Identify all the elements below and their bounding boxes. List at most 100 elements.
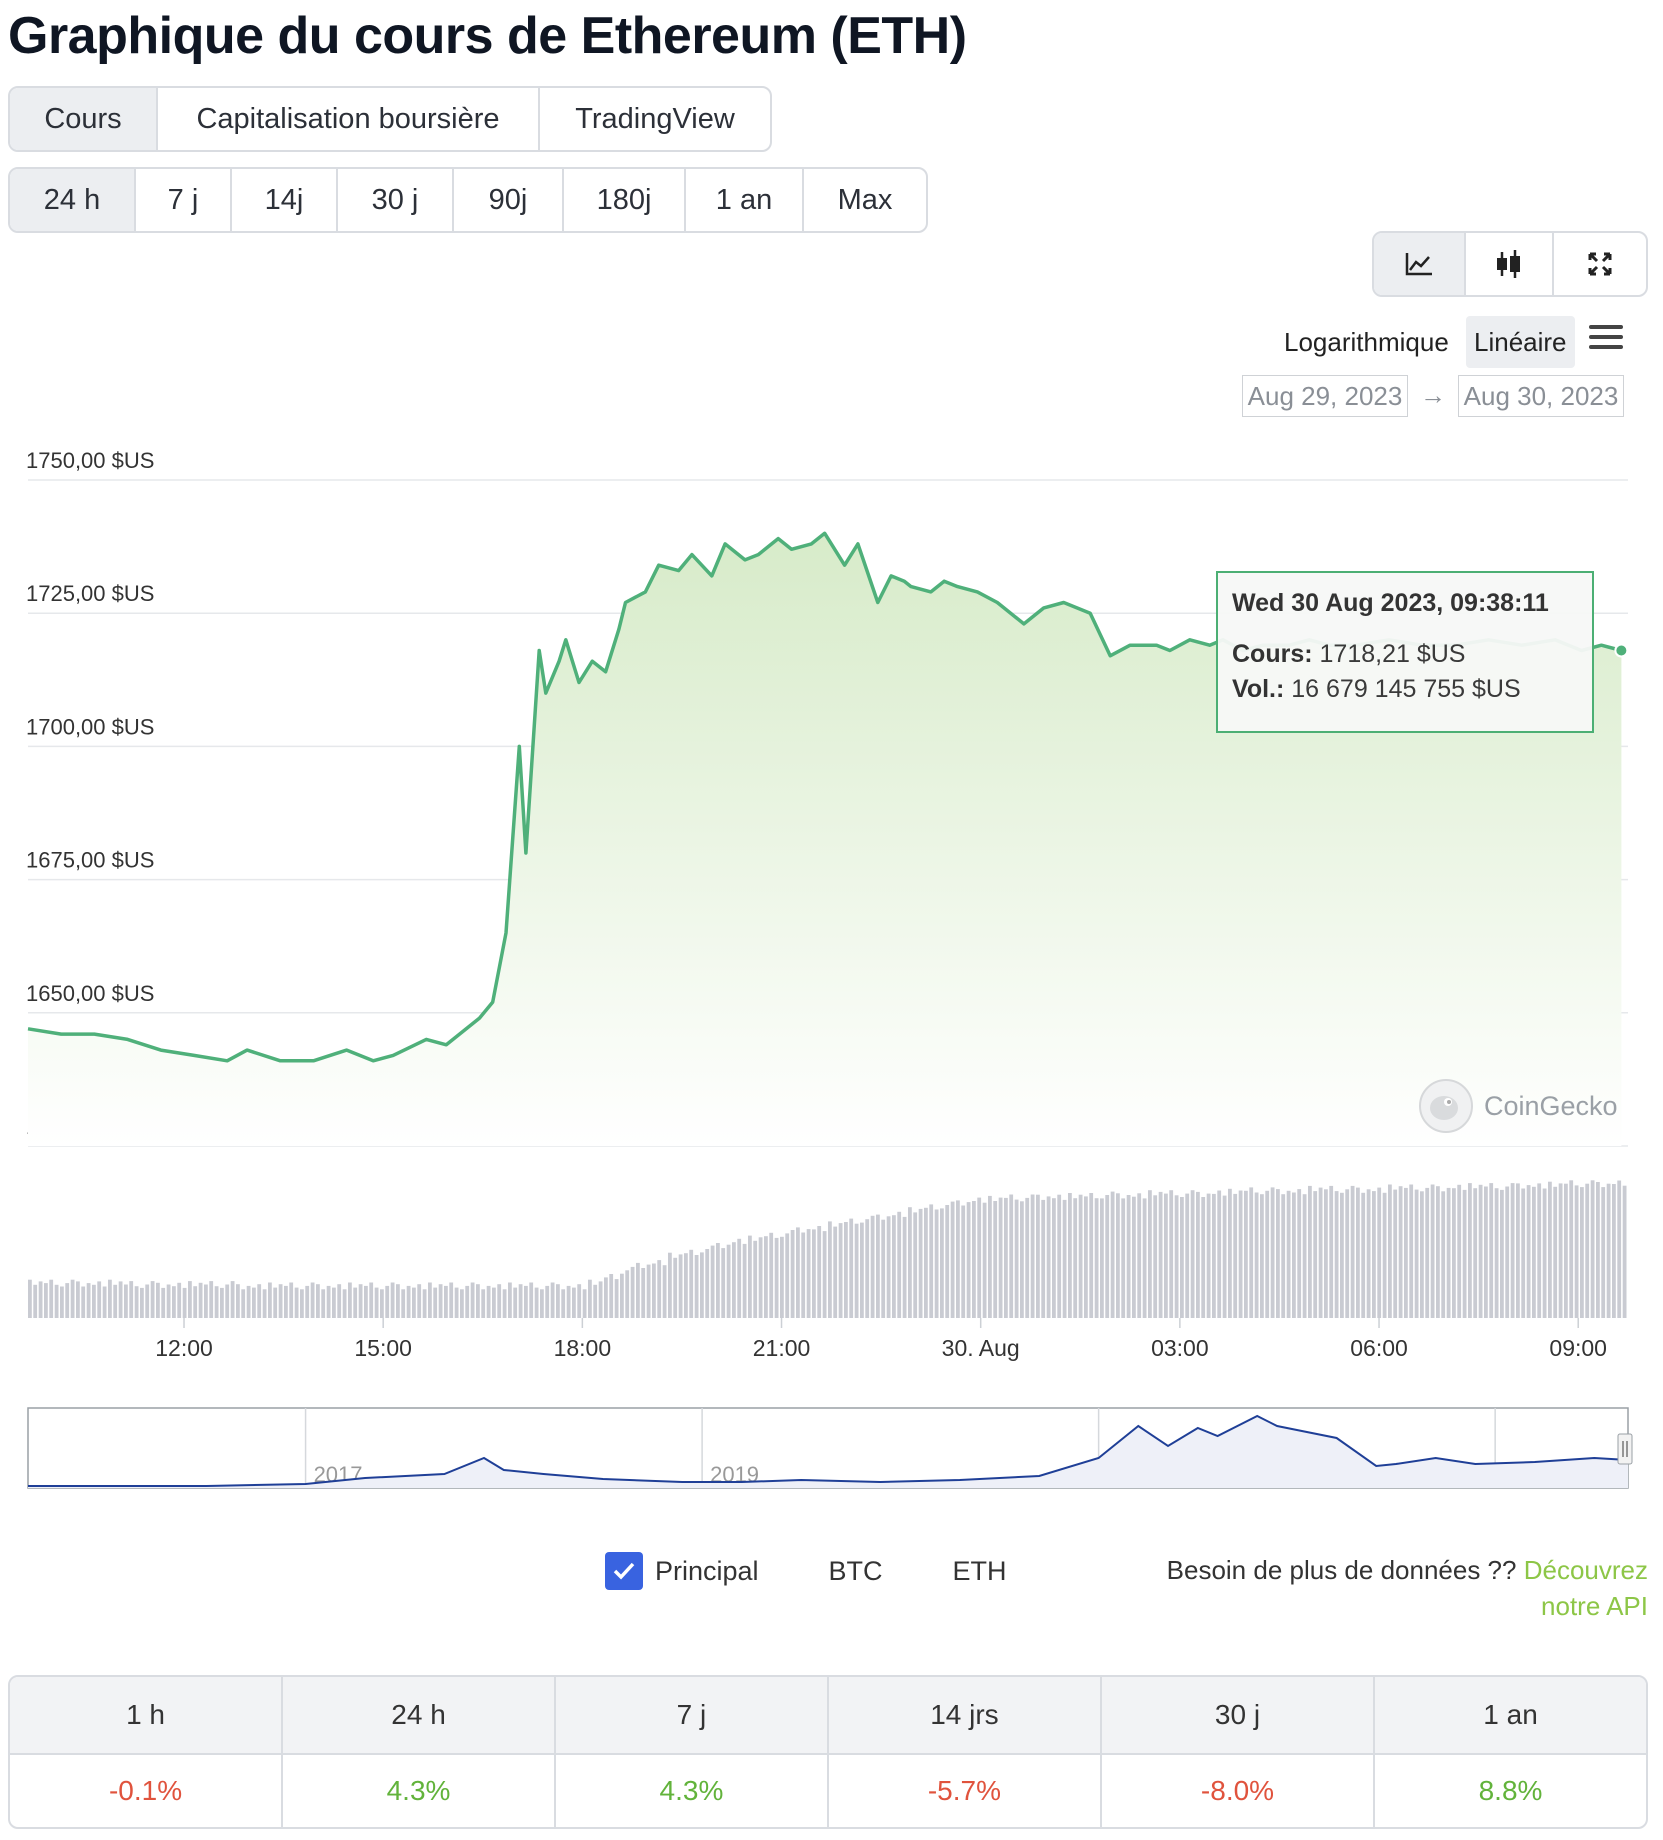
volume-bar bbox=[822, 1231, 827, 1318]
volume-bar bbox=[1452, 1188, 1456, 1318]
tooltip-price-label: Cours: bbox=[1232, 640, 1313, 668]
range-180d[interactable]: 180j bbox=[564, 169, 686, 231]
volume-bar bbox=[374, 1287, 379, 1318]
time-navigator[interactable]: 2017201920212023 bbox=[27, 1407, 1633, 1489]
range-7d[interactable]: 7 j bbox=[136, 169, 232, 231]
volume-bar bbox=[710, 1245, 715, 1318]
range-24h[interactable]: 24 h bbox=[10, 169, 136, 231]
volume-bar bbox=[566, 1285, 571, 1318]
hamburger-menu-icon[interactable] bbox=[1589, 322, 1623, 352]
volume-bar bbox=[684, 1253, 688, 1318]
x-tick-label: 21:00 bbox=[753, 1335, 811, 1361]
volume-bar bbox=[348, 1282, 352, 1318]
volume-bar bbox=[284, 1285, 288, 1318]
volume-bar bbox=[1350, 1185, 1355, 1318]
volume-bar bbox=[492, 1287, 496, 1318]
checkbox-checked-icon[interactable] bbox=[605, 1552, 643, 1590]
volume-bar bbox=[124, 1284, 128, 1318]
line-chart-button[interactable] bbox=[1374, 233, 1466, 295]
scale-logarithmic[interactable]: Logarithmique bbox=[1284, 326, 1449, 357]
volume-bar bbox=[1532, 1186, 1536, 1318]
volume-bar bbox=[28, 1279, 32, 1318]
scale-linear[interactable]: Linéaire bbox=[1466, 316, 1575, 368]
legend-item-eth[interactable]: ETH bbox=[953, 1556, 1007, 1587]
volume-bar bbox=[1084, 1196, 1088, 1318]
volume-bar bbox=[1009, 1194, 1014, 1318]
perf-header: 24 h bbox=[283, 1677, 556, 1755]
volume-bar bbox=[1356, 1187, 1360, 1318]
volume-bar bbox=[1238, 1190, 1243, 1318]
volume-bar bbox=[1164, 1193, 1168, 1318]
volume-bar bbox=[1121, 1198, 1126, 1318]
range-max[interactable]: Max bbox=[837, 183, 893, 216]
volume-bar bbox=[1265, 1190, 1270, 1318]
tab-tradingview[interactable]: TradingView bbox=[575, 102, 735, 135]
volume-bar bbox=[833, 1226, 838, 1318]
volume-bar bbox=[593, 1284, 598, 1318]
volume-bar bbox=[790, 1230, 795, 1318]
x-tick-label: 03:00 bbox=[1151, 1335, 1209, 1361]
date-from-input[interactable]: Aug 29, 2023 bbox=[1242, 375, 1408, 417]
volume-bar bbox=[257, 1284, 262, 1318]
range-30d[interactable]: 30 j bbox=[338, 169, 454, 231]
tab-price[interactable]: Cours bbox=[10, 88, 158, 150]
volume-bar bbox=[369, 1282, 374, 1318]
volume-bar bbox=[129, 1281, 134, 1318]
perf-value: 4.3% bbox=[283, 1755, 556, 1827]
volume-bar bbox=[998, 1197, 1003, 1318]
volume-bar bbox=[764, 1236, 768, 1318]
volume-bar bbox=[700, 1252, 704, 1318]
volume-bar bbox=[1148, 1190, 1152, 1318]
volume-bar bbox=[1073, 1198, 1078, 1318]
volume-bar bbox=[550, 1282, 555, 1318]
volume-bar bbox=[1222, 1195, 1227, 1318]
range-14d[interactable]: 14j bbox=[232, 169, 338, 231]
range-1y[interactable]: 1 an bbox=[686, 169, 804, 231]
volume-bar bbox=[1217, 1190, 1222, 1318]
volume-bar bbox=[1260, 1194, 1264, 1318]
fullscreen-button[interactable] bbox=[1554, 233, 1646, 295]
volume-bar bbox=[950, 1201, 955, 1318]
volume-bar bbox=[1457, 1184, 1462, 1318]
volume-bar bbox=[620, 1273, 624, 1318]
api-link[interactable]: Découvrez notre API bbox=[1523, 1555, 1648, 1621]
volume-bar bbox=[1116, 1193, 1120, 1318]
coingecko-logo-icon bbox=[1419, 1079, 1473, 1133]
volume-bar bbox=[1206, 1193, 1211, 1318]
volume-bar bbox=[758, 1237, 763, 1318]
volume-bar bbox=[1489, 1183, 1494, 1318]
volume-bar bbox=[1062, 1199, 1067, 1318]
volume-bar bbox=[268, 1282, 272, 1318]
volume-bar bbox=[1340, 1192, 1344, 1318]
volume-bar bbox=[524, 1285, 528, 1318]
perf-header: 1 an bbox=[1375, 1677, 1646, 1755]
volume-bar bbox=[668, 1252, 672, 1318]
tab-market-cap[interactable]: Capitalisation boursière bbox=[158, 88, 540, 150]
volume-bar bbox=[417, 1284, 422, 1318]
volume-bar bbox=[454, 1287, 459, 1318]
candlestick-button[interactable] bbox=[1466, 233, 1554, 295]
perf-value: -5.7% bbox=[829, 1755, 1102, 1827]
date-to-input[interactable]: Aug 30, 2023 bbox=[1458, 375, 1624, 417]
volume-bar bbox=[230, 1281, 235, 1318]
volume-bar bbox=[433, 1287, 438, 1318]
legend-item-btc[interactable]: BTC bbox=[829, 1556, 883, 1587]
legend-item-principal[interactable]: Principal bbox=[605, 1552, 759, 1590]
volume-bar bbox=[748, 1235, 752, 1318]
volume-bar bbox=[54, 1284, 59, 1318]
watermark-text: CoinGecko bbox=[1484, 1090, 1618, 1121]
volume-bar bbox=[401, 1289, 406, 1318]
range-90d[interactable]: 90j bbox=[454, 169, 564, 231]
volume-bar bbox=[582, 1289, 587, 1318]
volume-bar bbox=[876, 1214, 880, 1318]
navigator-handle[interactable] bbox=[1617, 1433, 1633, 1465]
volume-bar bbox=[252, 1287, 256, 1318]
volume-bar bbox=[1329, 1185, 1334, 1318]
volume-bar bbox=[134, 1286, 139, 1318]
volume-bar bbox=[1478, 1184, 1483, 1318]
x-tick-label: 30. Aug bbox=[942, 1335, 1020, 1361]
volume-bar bbox=[1596, 1182, 1600, 1318]
volume-bar bbox=[294, 1287, 299, 1318]
volume-bar bbox=[577, 1284, 582, 1318]
volume-bar bbox=[785, 1233, 790, 1318]
